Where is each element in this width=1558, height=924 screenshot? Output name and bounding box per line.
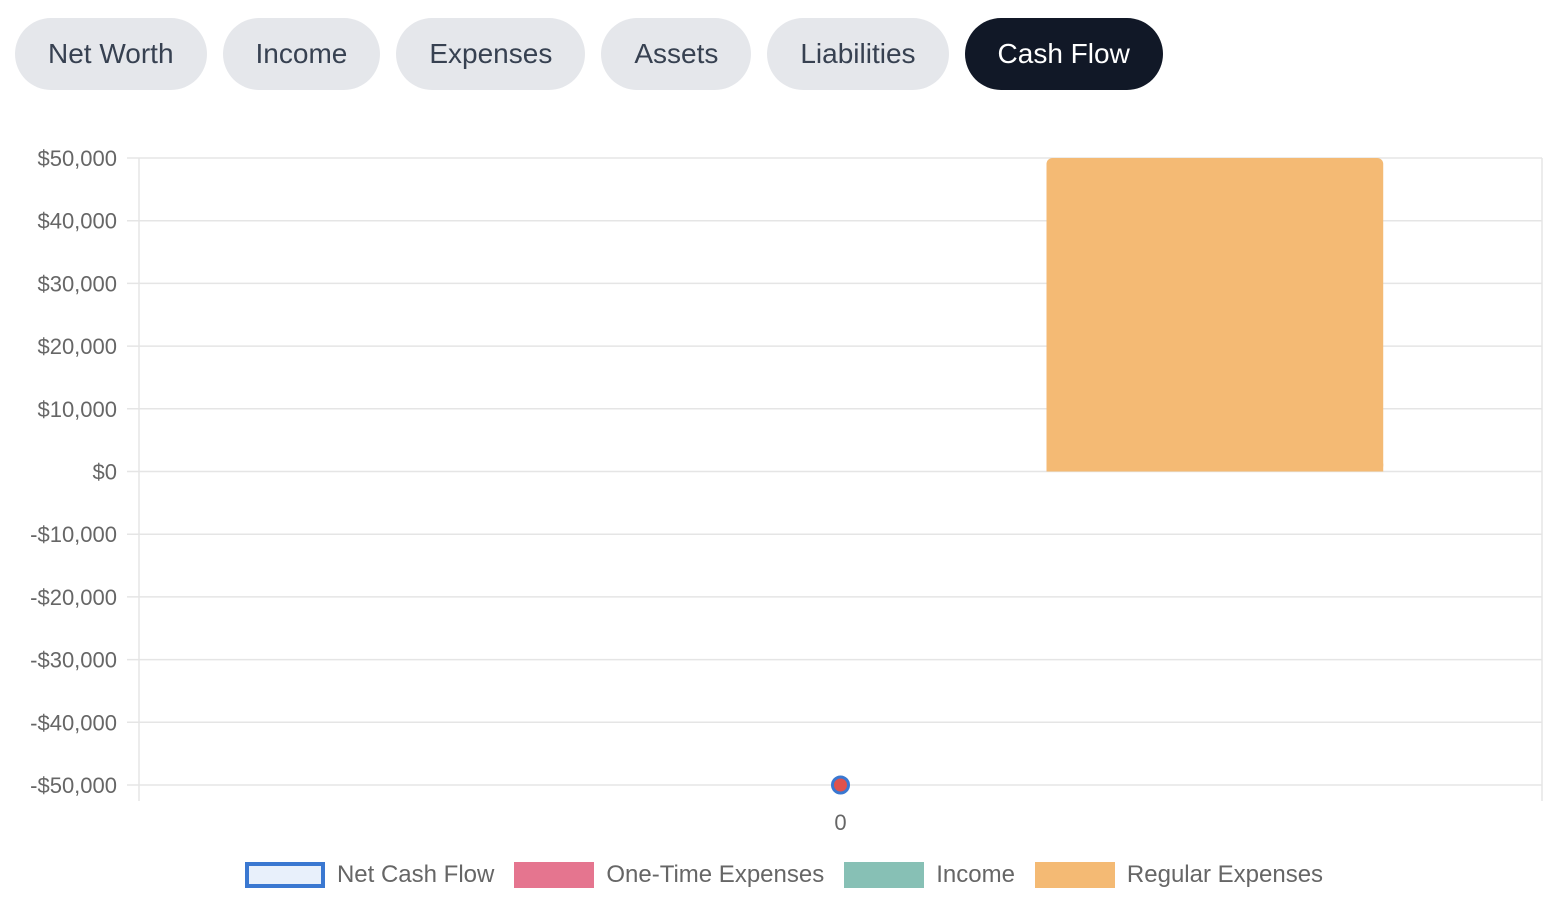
legend-item-one-time-expenses[interactable]: One-Time Expenses xyxy=(514,861,824,889)
y-tick-label: $0 xyxy=(93,460,117,485)
tab-expenses[interactable]: Expenses xyxy=(396,18,586,90)
bar-regular-expenses-base xyxy=(1046,463,1384,472)
chart-legend: Net Cash Flow One-Time Expenses Income R… xyxy=(0,855,1558,895)
bar-series xyxy=(1046,158,1384,472)
x-axis: 0 xyxy=(834,810,846,835)
data-point-net-cash-flow[interactable] xyxy=(831,775,850,795)
tab-bar: Net Worth Income Expenses Assets Liabili… xyxy=(15,18,1163,90)
y-tick-label: $30,000 xyxy=(37,271,117,296)
y-axis: $50,000 $40,000 $30,000 $20,000 $10,000 $0 -$1… xyxy=(30,146,117,798)
legend-item-net-cash-flow[interactable]: Net Cash Flow xyxy=(244,861,495,889)
legend-swatch-one-time-expenses xyxy=(514,862,595,888)
tab-income[interactable]: Income xyxy=(222,18,381,90)
legend-item-regular-expenses[interactable]: Regular Expenses xyxy=(1034,861,1324,889)
legend-label: Regular Expenses xyxy=(1126,861,1324,888)
tab-assets[interactable]: Assets xyxy=(601,18,752,90)
cash-flow-chart: $50,000 $40,000 $30,000 $20,000 $10,000 $0 -$1… xyxy=(30,146,1543,835)
bar-regular-expenses[interactable] xyxy=(1046,158,1384,472)
legend-label: Income xyxy=(936,861,1015,888)
y-tick-label: -$30,000 xyxy=(30,648,117,673)
legend-swatch-net-cash-flow xyxy=(244,862,325,888)
y-tick-label: $50,000 xyxy=(37,146,117,171)
y-tick-label: -$20,000 xyxy=(30,585,117,610)
y-tick-label: $20,000 xyxy=(37,334,117,359)
y-tick-label: $40,000 xyxy=(37,209,117,234)
tab-liabilities[interactable]: Liabilities xyxy=(767,18,949,90)
legend-swatch-regular-expenses xyxy=(1034,862,1115,888)
y-tick-label: -$10,000 xyxy=(30,522,117,547)
legend-swatch-income xyxy=(844,862,925,888)
line-series xyxy=(831,775,850,795)
y-tick-label: -$50,000 xyxy=(30,773,117,798)
tab-cash-flow[interactable]: Cash Flow xyxy=(964,18,1163,90)
legend-item-income[interactable]: Income xyxy=(844,861,1015,889)
y-tick-label: $10,000 xyxy=(37,397,117,422)
y-tick-label: -$40,000 xyxy=(30,710,117,735)
legend-label: Net Cash Flow xyxy=(336,861,495,888)
tab-net-worth[interactable]: Net Worth xyxy=(15,18,207,90)
x-tick-label: 0 xyxy=(834,810,846,835)
legend-label: One-Time Expenses xyxy=(606,861,825,888)
